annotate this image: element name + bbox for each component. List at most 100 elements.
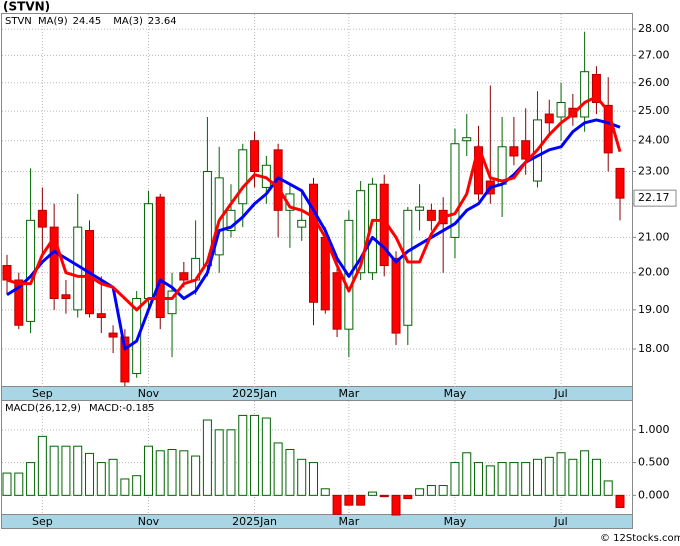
candle-body: [120, 336, 130, 383]
candle-body: [202, 171, 212, 267]
macd-bar: [2, 472, 12, 496]
macd-bar: [426, 485, 436, 496]
candle-body: [544, 113, 554, 124]
macd-bar: [615, 494, 625, 508]
candle-body: [462, 137, 472, 142]
macd-bar: [214, 429, 224, 496]
candle-body: [521, 140, 531, 160]
candle-body: [509, 146, 519, 157]
y-tick-label: 18.00: [638, 342, 670, 355]
candle-body: [297, 219, 307, 228]
macd-bar: [568, 458, 578, 496]
macd-bar: [450, 462, 460, 496]
macd-bar: [285, 448, 295, 496]
macd-bar: [49, 445, 59, 496]
y-tick-label: 0.000: [638, 488, 670, 501]
candle-body: [391, 257, 401, 334]
macd-bar: [179, 450, 189, 496]
macd-bar: [367, 491, 377, 496]
legend-label: MACD:: [89, 403, 122, 414]
x-tick-label: May: [444, 387, 467, 400]
macd-bar: [391, 494, 401, 516]
x-tick-label: Nov: [138, 515, 160, 528]
x-tick-label: Jul: [553, 387, 567, 400]
macd-bar: [532, 458, 542, 496]
macd-bar: [438, 485, 448, 496]
macd-bar: [108, 458, 118, 496]
y-tick-label: 27.00: [638, 48, 670, 61]
macd-bar: [332, 494, 342, 515]
y-tick-label: 23.00: [638, 165, 670, 178]
candle-body: [356, 190, 366, 274]
y-tick-label: 0.500: [638, 456, 670, 469]
macd-bar: [26, 462, 36, 496]
macd-bar: [273, 442, 283, 496]
candle-body: [96, 313, 106, 319]
x-tick-label: 2025Jan: [232, 515, 277, 528]
candle-body: [556, 102, 566, 118]
last-price-label: 22.17: [638, 191, 670, 204]
candle-body: [332, 272, 342, 330]
watermark: © 12Stocks.com: [600, 533, 680, 544]
macd-bar: [344, 494, 354, 506]
x-tick-label: Mar: [338, 387, 359, 400]
candle-body: [403, 209, 413, 326]
macd-bar: [309, 462, 318, 496]
x-axis-band: [1, 386, 633, 401]
macd-bar: [462, 452, 472, 496]
macd-bar: [143, 445, 153, 496]
macd-bar: [497, 462, 507, 496]
candle-body: [179, 272, 189, 281]
legend-value: 24.45: [73, 16, 102, 27]
candle-body: [14, 279, 24, 326]
macd-bar: [415, 488, 425, 496]
macd-bar: [14, 472, 24, 496]
macd-bar: [85, 452, 95, 496]
macd-bar: [261, 417, 271, 496]
macd-bar: [73, 445, 83, 496]
candle-body: [309, 183, 318, 303]
candle-body: [250, 140, 260, 173]
legend-value: -0.185: [122, 403, 154, 414]
candle-body: [320, 236, 330, 311]
macd-bar: [167, 448, 177, 496]
candle-body: [167, 290, 177, 315]
macd-bar: [603, 480, 613, 496]
candle-body: [367, 183, 377, 274]
candle-body: [155, 196, 165, 319]
y-tick-label: 19.00: [638, 303, 670, 316]
legend-name: MA(9): [38, 16, 68, 27]
candle-body: [615, 167, 625, 199]
macd-bar: [403, 494, 413, 500]
candle-body: [132, 298, 142, 375]
macd-bar: [191, 455, 201, 496]
chart-title: (STVN): [3, 0, 50, 14]
macd-bar: [356, 494, 366, 506]
y-tick-label: 1.000: [638, 423, 670, 436]
macd-bar: [556, 452, 566, 496]
macd-bar: [320, 488, 330, 496]
macd-bar: [155, 450, 165, 496]
macd-bar: [509, 462, 519, 496]
moving-average-line: [6, 95, 622, 312]
candle-body: [591, 73, 601, 104]
y-tick-label: 28.00: [638, 22, 670, 35]
macd-bar: [521, 462, 531, 496]
macd-bar: [250, 414, 260, 496]
macd-bar: [485, 465, 495, 496]
y-tick-label: 21.00: [638, 230, 670, 243]
candle-body: [238, 149, 248, 205]
candle-body: [108, 332, 118, 338]
candle-body: [426, 209, 436, 221]
macd-bar: [580, 450, 590, 496]
x-axis-band: [1, 514, 633, 529]
x-tick-label: May: [444, 515, 467, 528]
legend-ticker: STVN: [5, 16, 32, 27]
candle-body: [226, 209, 236, 232]
x-tick-label: Sep: [32, 387, 53, 400]
macd-bar: [96, 462, 106, 496]
y-tick-label: 24.00: [638, 134, 670, 147]
macd-bar: [132, 475, 142, 496]
macd-bar: [474, 462, 484, 496]
